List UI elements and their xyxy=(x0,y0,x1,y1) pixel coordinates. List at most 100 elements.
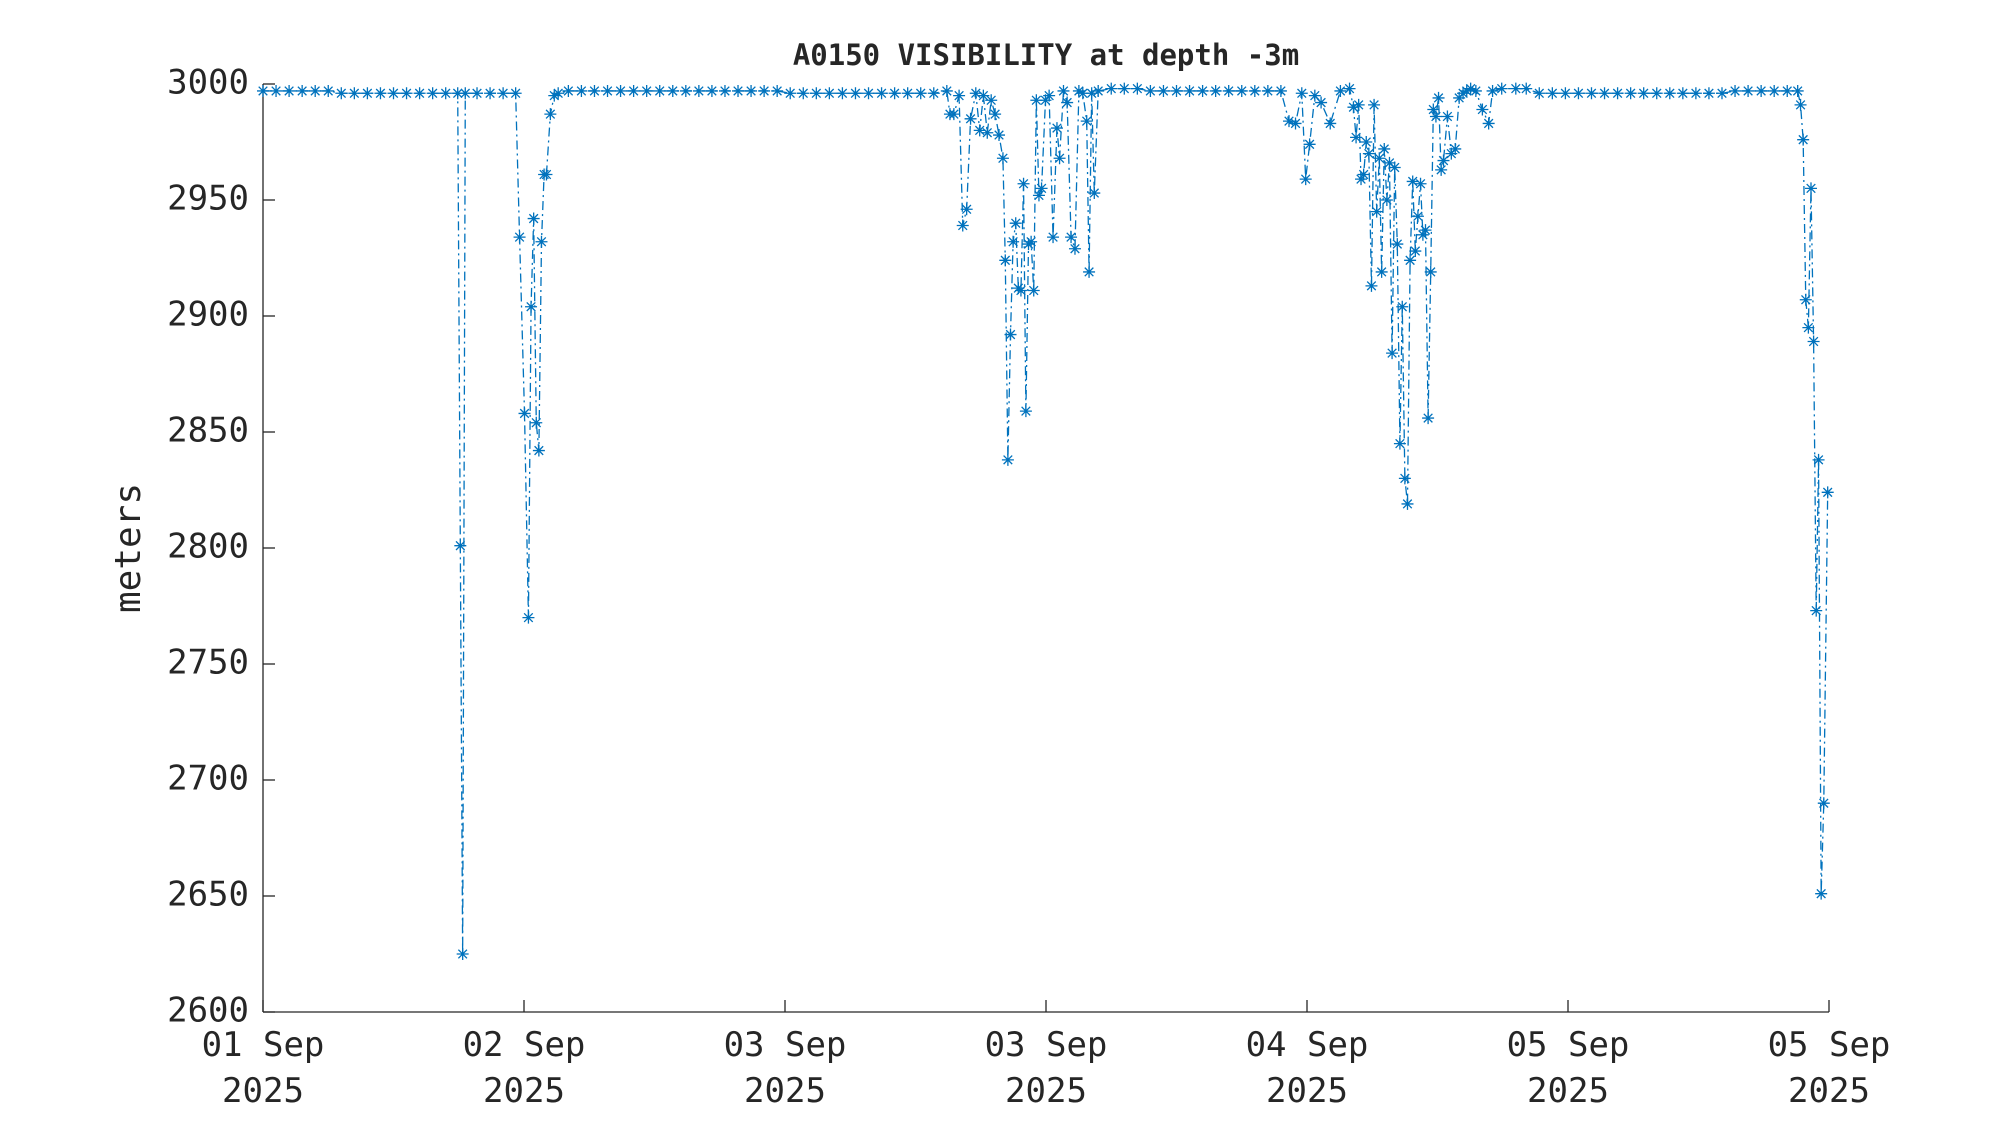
data-point xyxy=(1183,84,1196,97)
data-point xyxy=(1742,84,1755,97)
data-point xyxy=(1088,187,1101,200)
data-point xyxy=(1068,242,1081,255)
data-point xyxy=(784,87,797,100)
data-point xyxy=(552,87,565,100)
data-point xyxy=(1429,110,1442,123)
data-point xyxy=(1001,453,1014,466)
data-point xyxy=(1663,87,1676,100)
x-tick-label: 05 Sep 2025 xyxy=(1506,1025,1630,1111)
data-point xyxy=(927,87,940,100)
y-tick-label: 2950 xyxy=(167,179,249,219)
data-point xyxy=(1144,84,1157,97)
data-point xyxy=(718,84,731,97)
data-point xyxy=(400,87,413,100)
data-point xyxy=(1027,284,1040,297)
data-point xyxy=(1009,217,1022,230)
data-point xyxy=(1533,87,1546,100)
data-point xyxy=(257,84,269,97)
data-point xyxy=(1170,84,1183,97)
data-point xyxy=(1807,335,1820,348)
data-point xyxy=(1821,486,1834,499)
data-point xyxy=(1794,98,1807,111)
x-tick-label: 01 Sep 2025 xyxy=(201,1025,325,1111)
x-tick-label: 03 Sep 2025 xyxy=(984,1025,1108,1111)
data-point xyxy=(527,212,540,225)
data-point xyxy=(1401,497,1414,510)
data-point xyxy=(540,168,553,181)
data-point xyxy=(413,87,426,100)
data-point xyxy=(1396,300,1409,313)
data-point xyxy=(525,300,538,313)
data-point xyxy=(484,87,497,100)
data-point xyxy=(1432,91,1445,104)
data-point xyxy=(1383,156,1396,169)
data-point xyxy=(1334,84,1347,97)
data-point xyxy=(387,87,400,100)
data-point xyxy=(1303,138,1316,151)
data-point xyxy=(1559,87,1572,100)
data-point xyxy=(758,84,771,97)
data-point xyxy=(914,87,927,100)
data-point xyxy=(1380,194,1393,206)
data-point xyxy=(1689,87,1702,100)
data-point xyxy=(1222,84,1235,97)
data-point xyxy=(456,948,469,960)
data-point xyxy=(653,84,666,97)
data-point xyxy=(1624,87,1637,100)
data-point xyxy=(666,84,679,97)
data-point xyxy=(1398,472,1411,485)
data-point xyxy=(426,87,439,100)
data-point xyxy=(947,108,960,121)
data-point xyxy=(1406,175,1419,188)
data-point xyxy=(1039,94,1052,107)
data-point xyxy=(1047,231,1060,244)
data-point xyxy=(1105,82,1118,95)
data-point xyxy=(459,87,472,100)
data-point xyxy=(1650,87,1663,100)
data-point xyxy=(296,84,309,97)
data-point xyxy=(953,89,966,102)
data-point xyxy=(1702,87,1715,100)
data-point xyxy=(1019,405,1032,418)
data-point xyxy=(1441,110,1454,123)
data-point xyxy=(1715,87,1728,100)
data-point xyxy=(1424,265,1437,278)
data-point xyxy=(1315,96,1328,109)
data-point xyxy=(1007,235,1020,248)
data-point xyxy=(1378,142,1391,155)
data-point xyxy=(451,87,464,100)
data-point xyxy=(1035,182,1048,195)
data-point xyxy=(439,87,452,100)
data-point xyxy=(999,254,1012,267)
data-point xyxy=(1449,142,1462,155)
data-point xyxy=(575,84,588,97)
data-point xyxy=(1404,254,1417,267)
data-point xyxy=(1092,84,1105,97)
data-point xyxy=(1299,173,1312,186)
data-point xyxy=(1804,182,1817,195)
data-point xyxy=(964,112,977,125)
data-point xyxy=(1157,84,1170,97)
data-point xyxy=(1080,115,1093,128)
data-point xyxy=(1043,89,1056,102)
data-point xyxy=(1817,797,1830,810)
data-point xyxy=(322,84,335,97)
data-point xyxy=(270,84,283,97)
data-point xyxy=(1585,87,1598,100)
x-tick-label: 03 Sep 2025 xyxy=(723,1025,847,1111)
data-point xyxy=(374,87,387,100)
data-point xyxy=(1083,265,1096,278)
data-point xyxy=(1520,82,1533,95)
data-point xyxy=(1355,173,1368,186)
data-point xyxy=(1435,163,1448,176)
y-tick-label: 2600 xyxy=(167,991,249,1031)
data-point xyxy=(1131,82,1144,95)
data-point xyxy=(862,87,875,100)
data-point xyxy=(361,87,374,100)
data-point xyxy=(1411,210,1424,223)
data-point xyxy=(1308,89,1321,102)
x-tick-label: 02 Sep 2025 xyxy=(462,1025,586,1111)
data-point xyxy=(530,416,543,429)
data-point xyxy=(1393,437,1406,450)
